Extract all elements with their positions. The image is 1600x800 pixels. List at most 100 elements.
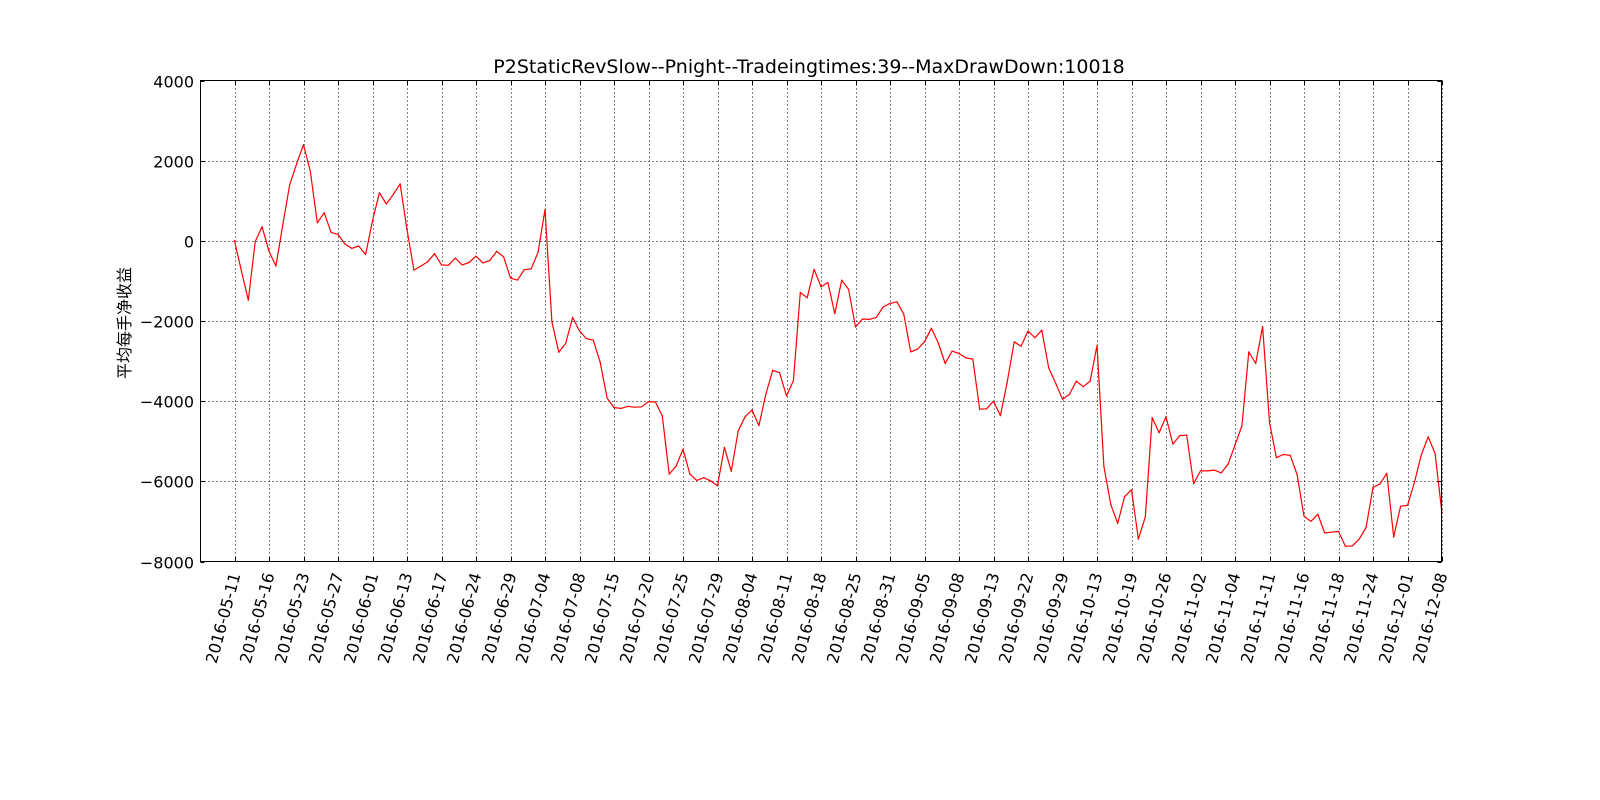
data-point (1137, 538, 1139, 540)
data-point (482, 262, 484, 264)
data-point (1386, 472, 1388, 474)
data-point (503, 256, 505, 258)
data-point (296, 163, 298, 165)
data-point (592, 339, 594, 341)
data-point (1282, 453, 1284, 456)
data-point (599, 361, 601, 363)
data-point (1186, 434, 1188, 436)
data-point (365, 253, 367, 256)
data-point (723, 446, 726, 448)
data-point (882, 306, 884, 308)
data-point (1331, 531, 1333, 533)
data-point (1406, 504, 1409, 506)
data-point (606, 397, 608, 399)
data-point (744, 416, 746, 418)
data-point (917, 348, 919, 350)
data-point (516, 279, 519, 281)
x-tick-label: 2016-08-18 (788, 571, 830, 666)
data-point (1241, 425, 1243, 427)
data-point (1179, 435, 1181, 437)
data-point (1124, 496, 1126, 498)
data-point (1358, 538, 1360, 540)
data-point (509, 277, 512, 279)
data-point (730, 470, 732, 472)
data-point (1082, 386, 1084, 388)
x-tick-label: 2016-06-13 (374, 571, 416, 666)
data-point (1130, 489, 1133, 491)
data-point (344, 243, 346, 245)
data-point (772, 369, 774, 371)
data-point (254, 241, 256, 243)
data-point (903, 313, 905, 315)
data-point (1096, 344, 1098, 347)
data-point (233, 240, 236, 242)
x-tick-label: 2016-11-04 (1202, 571, 1244, 666)
data-point (689, 473, 691, 475)
x-tick-label: 2016-10-26 (1133, 571, 1175, 666)
data-point (1365, 526, 1367, 529)
data-point (1234, 444, 1236, 446)
data-point (765, 393, 767, 395)
data-point (703, 477, 705, 479)
data-point (951, 350, 953, 352)
series-line (233, 144, 1443, 547)
data-point (240, 270, 242, 272)
x-tick-label: 2016-08-04 (719, 571, 761, 666)
data-point (316, 222, 318, 224)
data-point (530, 268, 532, 270)
data-point (1158, 432, 1160, 434)
data-point (282, 224, 284, 226)
data-point (1199, 470, 1202, 472)
data-point (751, 409, 753, 411)
x-tick-label: 2016-10-13 (1064, 571, 1106, 666)
data-point (358, 245, 360, 247)
data-point (820, 286, 822, 288)
data-point (261, 226, 263, 228)
data-point (1110, 504, 1112, 506)
data-point (1165, 416, 1167, 418)
data-point (1144, 516, 1146, 518)
x-tick-label: 2016-07-15 (581, 571, 623, 666)
chart-title: P2StaticRevSlow--Pnight--Tradeingtimes:3… (493, 56, 1124, 78)
data-point (413, 269, 415, 271)
data-point (1220, 472, 1222, 474)
data-point (682, 448, 684, 450)
data-point (440, 264, 443, 266)
data-point (834, 313, 836, 315)
data-point (1089, 380, 1091, 382)
data-point (1434, 453, 1436, 455)
data-point (1055, 382, 1057, 384)
data-point (634, 406, 636, 408)
data-point (1172, 443, 1174, 445)
data-point (489, 259, 491, 262)
data-point (302, 144, 305, 146)
data-point (468, 261, 470, 264)
data-point (896, 301, 898, 303)
data-point (1213, 469, 1215, 471)
x-tick-label: 2016-05-27 (305, 571, 347, 666)
data-point (309, 171, 311, 173)
data-point (910, 351, 912, 353)
data-point (289, 184, 291, 186)
data-point (613, 407, 615, 409)
data-point (710, 480, 712, 482)
data-point (461, 264, 463, 266)
data-point (785, 395, 788, 397)
data-point (1034, 337, 1036, 339)
data-point (654, 401, 657, 403)
data-point (1006, 380, 1008, 383)
data-point (1206, 470, 1208, 472)
data-point (1400, 505, 1402, 507)
data-point (999, 415, 1002, 417)
data-point (806, 297, 808, 299)
y-tick-label: 0 (184, 233, 194, 252)
data-point (1068, 393, 1070, 395)
data-point (889, 302, 891, 304)
data-point (1379, 483, 1381, 485)
data-point (1393, 536, 1395, 538)
data-point (979, 408, 981, 410)
y-tick-label: −4000 (140, 393, 194, 412)
data-point (330, 231, 332, 233)
data-point (641, 406, 643, 408)
